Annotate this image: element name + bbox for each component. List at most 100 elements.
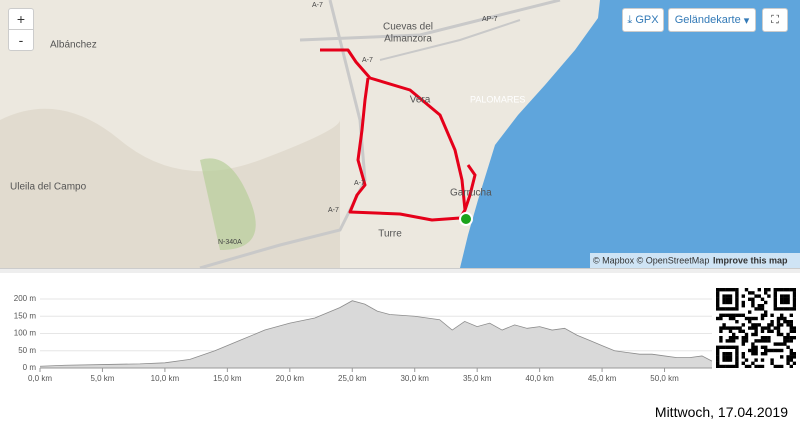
qr-module bbox=[728, 316, 733, 321]
x-tick-label: 0,0 km bbox=[28, 374, 52, 383]
qr-module bbox=[719, 339, 723, 343]
qr-module bbox=[719, 326, 723, 330]
qr-module bbox=[754, 358, 758, 362]
qr-module bbox=[780, 288, 784, 292]
divider[interactable] bbox=[0, 268, 800, 273]
x-tick-label: 50,0 km bbox=[650, 374, 679, 383]
qr-module bbox=[725, 297, 729, 301]
road bbox=[379, 19, 521, 61]
x-tick-label: 5,0 km bbox=[90, 374, 114, 383]
qr-module bbox=[760, 345, 765, 349]
sea bbox=[460, 0, 800, 268]
qr-module bbox=[773, 297, 777, 301]
qr-module bbox=[760, 326, 765, 330]
zoom-out[interactable]: - bbox=[8, 29, 34, 51]
qr-module bbox=[735, 361, 739, 365]
qr-module bbox=[735, 320, 739, 324]
qr-module bbox=[741, 300, 745, 305]
qr-module bbox=[728, 297, 733, 301]
qr-module bbox=[728, 294, 733, 298]
qr-module bbox=[754, 294, 758, 298]
qr-module bbox=[725, 294, 729, 298]
qr-module bbox=[773, 291, 777, 295]
qr-module bbox=[792, 294, 796, 298]
qr-module bbox=[735, 313, 739, 317]
qr-module bbox=[716, 352, 720, 356]
qr-module bbox=[783, 300, 787, 305]
qr-module bbox=[748, 364, 752, 368]
qr-module bbox=[767, 294, 771, 298]
qr-module bbox=[789, 336, 793, 340]
x-tick-label: 10,0 km bbox=[151, 374, 180, 383]
qr-module bbox=[764, 300, 768, 305]
date: Mittwoch, 17.04.2019 bbox=[654, 404, 788, 420]
qr-module bbox=[744, 358, 749, 362]
qr-module bbox=[786, 323, 790, 327]
qr-module bbox=[780, 300, 784, 305]
qr-module bbox=[744, 332, 749, 337]
zoom-in[interactable]: + bbox=[8, 8, 34, 30]
qr-module bbox=[757, 307, 761, 311]
qr-module bbox=[754, 348, 758, 353]
layer-label: Geländekarte bbox=[674, 14, 741, 26]
qr-module bbox=[783, 316, 787, 321]
qr-module bbox=[732, 288, 736, 292]
x-tick-label: 40,0 km bbox=[525, 374, 554, 383]
qr-module bbox=[741, 313, 745, 317]
qr-module bbox=[722, 288, 726, 292]
qr-module bbox=[776, 307, 781, 311]
qr-module bbox=[732, 339, 736, 343]
qr-module bbox=[722, 326, 726, 330]
qr-module bbox=[780, 307, 784, 311]
map[interactable]: Cuevas del Almanzora Albánchez Vera PALO… bbox=[0, 0, 800, 268]
qr-module bbox=[789, 313, 793, 317]
qr-module bbox=[754, 329, 758, 333]
qr-module bbox=[770, 320, 774, 324]
qr-module bbox=[735, 348, 739, 353]
qr-module bbox=[786, 294, 790, 298]
qr-module bbox=[770, 329, 774, 333]
gpx-button[interactable]: ⤓ GPX bbox=[622, 8, 664, 32]
start-marker[interactable] bbox=[459, 212, 473, 226]
qr-module bbox=[776, 364, 781, 368]
qr-module bbox=[741, 323, 745, 327]
qr-module bbox=[748, 297, 752, 301]
qr-module bbox=[786, 336, 790, 340]
qr-module bbox=[751, 323, 755, 327]
qr-module bbox=[741, 352, 745, 356]
qr-module bbox=[751, 326, 755, 330]
qr-module bbox=[789, 358, 793, 362]
qr-module bbox=[728, 355, 733, 359]
qr-module bbox=[789, 307, 793, 311]
qr-module bbox=[716, 316, 720, 321]
place-label: Albánchez bbox=[50, 40, 97, 51]
qr-module bbox=[776, 342, 781, 346]
qr-module bbox=[735, 358, 739, 362]
qr-module bbox=[716, 355, 720, 359]
qr-module bbox=[789, 320, 793, 324]
qr-module bbox=[789, 355, 793, 359]
qr-module bbox=[792, 336, 796, 340]
place-label: Vera bbox=[410, 95, 431, 106]
fullscreen-button[interactable]: ⛶ bbox=[762, 8, 788, 32]
qr-module bbox=[748, 310, 752, 314]
qr-module bbox=[773, 288, 777, 292]
qr-module bbox=[789, 288, 793, 292]
qr-module bbox=[719, 313, 723, 317]
qr-module bbox=[786, 297, 790, 301]
qr-module bbox=[764, 326, 768, 330]
qr-module bbox=[735, 307, 739, 311]
qr-module bbox=[770, 361, 774, 365]
y-tick-label: 0 m bbox=[23, 363, 37, 372]
qr-module bbox=[741, 342, 745, 346]
qr-module bbox=[728, 339, 733, 343]
layer-select[interactable]: Geländekarte ▾ bbox=[668, 8, 756, 32]
qr-module bbox=[783, 288, 787, 292]
qr-module bbox=[792, 297, 796, 301]
improve-link[interactable]: Improve this map bbox=[713, 255, 788, 265]
qr-module bbox=[792, 304, 796, 308]
x-tick-label: 25,0 km bbox=[338, 374, 367, 383]
qr-module bbox=[786, 355, 790, 359]
qr-module bbox=[725, 352, 729, 356]
x-tick-label: 15,0 km bbox=[213, 374, 242, 383]
